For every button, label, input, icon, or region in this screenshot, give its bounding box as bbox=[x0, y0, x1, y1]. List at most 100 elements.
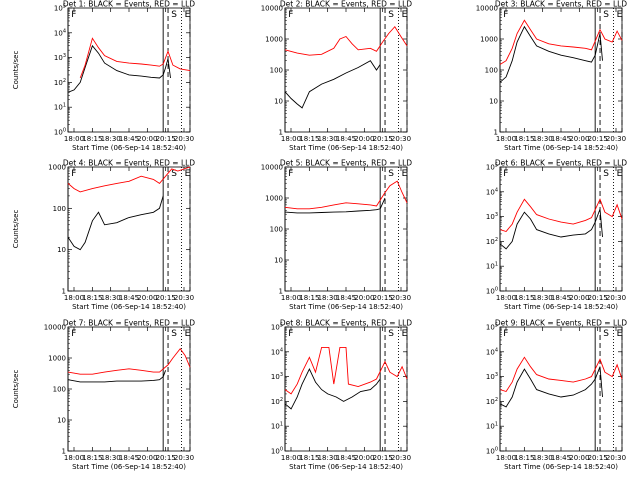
x-tick-label: 20:00 bbox=[569, 294, 589, 302]
x-tick-label: 18:30 bbox=[318, 294, 338, 302]
marker-label: S bbox=[603, 329, 609, 339]
x-tick-label: 20:15 bbox=[156, 294, 176, 302]
y-tick-exponent: 1 bbox=[495, 422, 498, 428]
marker-label: S bbox=[388, 169, 394, 179]
marker-label: E bbox=[617, 10, 623, 20]
marker-label: E bbox=[402, 169, 408, 179]
x-tick-label: 20:30 bbox=[391, 135, 411, 143]
x-tick-label: 18:00 bbox=[496, 135, 516, 143]
y-tick-label: 100 bbox=[485, 67, 498, 75]
lld-series-line bbox=[67, 347, 191, 375]
y-tick-label: 1000 bbox=[265, 195, 283, 203]
y-tick-label: 10000 bbox=[44, 324, 66, 332]
events-series-line bbox=[67, 44, 171, 93]
y-tick-base: 10 bbox=[486, 164, 495, 172]
x-tick-label: 18:15 bbox=[299, 135, 319, 143]
marker-label: S bbox=[171, 10, 177, 20]
marker-label: S bbox=[388, 10, 394, 20]
marker-label: S bbox=[171, 329, 177, 339]
y-tick-exponent: 1 bbox=[63, 103, 66, 109]
x-tick-label: 20:00 bbox=[137, 294, 157, 302]
marker-label: E bbox=[402, 10, 408, 20]
y-tick-label: 1000 bbox=[480, 36, 498, 44]
y-tick-base: 10 bbox=[271, 348, 280, 356]
x-axis-label: Start Time (06-Sep-14 18:52:40) bbox=[289, 463, 403, 471]
y-tick-label: 10 bbox=[489, 98, 498, 106]
marker-label: F bbox=[503, 10, 508, 20]
y-tick-label: 100 bbox=[53, 386, 66, 394]
x-tick-label: 18:30 bbox=[533, 294, 553, 302]
marker-label: E bbox=[402, 329, 408, 339]
events-series-line bbox=[67, 370, 167, 383]
y-tick-label: 105 bbox=[486, 323, 498, 332]
y-tick-label: 1000 bbox=[48, 355, 66, 363]
y-tick-label: 101 bbox=[486, 422, 498, 431]
x-tick-label: 18:15 bbox=[299, 294, 319, 302]
y-tick-base: 10 bbox=[271, 324, 280, 332]
y-tick-exponent: 2 bbox=[495, 397, 498, 403]
y-tick-label: 1000 bbox=[265, 36, 283, 44]
y-tick-exponent: 3 bbox=[495, 212, 498, 218]
y-tick-exponent: 3 bbox=[280, 372, 283, 378]
y-tick-label: 103 bbox=[271, 372, 283, 381]
x-tick-label: 20:00 bbox=[569, 135, 589, 143]
panel-title: Det 5: BLACK = Events, RED = LLD bbox=[280, 159, 412, 168]
x-tick-label: 20:00 bbox=[569, 454, 589, 462]
y-axis-label: Counts/sec bbox=[12, 210, 20, 249]
x-tick-label: 18:15 bbox=[82, 135, 102, 143]
y-tick-label: 103 bbox=[54, 53, 66, 62]
marker-label: E bbox=[185, 169, 191, 179]
y-tick-base: 10 bbox=[271, 423, 280, 431]
x-tick-label: 20:30 bbox=[606, 294, 626, 302]
marker-label: S bbox=[603, 169, 609, 179]
x-tick-label: 18:30 bbox=[318, 454, 338, 462]
marker-label: E bbox=[617, 169, 623, 179]
y-tick-exponent: 3 bbox=[63, 53, 66, 59]
y-tick-label: 100 bbox=[486, 287, 498, 296]
y-tick-exponent: 3 bbox=[495, 372, 498, 378]
lld-series-line bbox=[67, 166, 191, 193]
panel-title: Det 2: BLACK = Events, RED = LLD bbox=[280, 0, 412, 9]
x-tick-label: 18:15 bbox=[514, 454, 534, 462]
lld-series-line bbox=[284, 346, 408, 395]
x-axis-label: Start Time (06-Sep-14 18:52:40) bbox=[504, 144, 618, 152]
y-tick-label: 1 bbox=[62, 448, 66, 456]
events-series-line bbox=[67, 195, 164, 251]
y-tick-base: 10 bbox=[486, 324, 495, 332]
y-tick-base: 10 bbox=[486, 188, 495, 196]
x-tick-label: 18:15 bbox=[299, 454, 319, 462]
x-tick-label: 20:00 bbox=[354, 294, 374, 302]
y-tick-label: 10 bbox=[274, 257, 283, 265]
x-tick-label: 20:30 bbox=[606, 135, 626, 143]
y-tick-label: 10000 bbox=[261, 164, 283, 172]
y-tick-label: 10 bbox=[274, 98, 283, 106]
x-tick-label: 18:45 bbox=[551, 135, 571, 143]
y-tick-label: 1 bbox=[494, 129, 498, 137]
y-tick-label: 104 bbox=[54, 28, 66, 37]
x-tick-label: 18:45 bbox=[119, 294, 139, 302]
y-tick-base: 10 bbox=[486, 288, 495, 296]
panel-title: Det 4: BLACK = Events, RED = LLD bbox=[63, 159, 195, 168]
y-tick-exponent: 4 bbox=[495, 187, 498, 193]
panels-group: Det 1: BLACK = Events, RED = LLD10010110… bbox=[12, 0, 627, 471]
x-tick-label: 18:30 bbox=[318, 135, 338, 143]
x-tick-label: 18:00 bbox=[64, 294, 84, 302]
x-tick-label: 18:00 bbox=[64, 454, 84, 462]
x-tick-label: 20:30 bbox=[606, 454, 626, 462]
marker-label: F bbox=[71, 329, 76, 339]
marker-label: S bbox=[171, 169, 177, 179]
x-tick-label: 18:00 bbox=[281, 135, 301, 143]
x-tick-label: 20:15 bbox=[156, 135, 176, 143]
chart-panel-1: Det 1: BLACK = Events, RED = LLD10010110… bbox=[12, 0, 195, 152]
x-tick-label: 18:15 bbox=[82, 454, 102, 462]
lld-series-line bbox=[79, 37, 191, 79]
y-tick-label: 104 bbox=[486, 187, 498, 196]
x-tick-label: 20:30 bbox=[174, 454, 194, 462]
marker-label: F bbox=[71, 10, 76, 20]
x-tick-label: 20:00 bbox=[137, 454, 157, 462]
x-tick-label: 20:00 bbox=[354, 454, 374, 462]
y-tick-base: 10 bbox=[486, 263, 495, 271]
y-tick-exponent: 0 bbox=[495, 447, 498, 453]
